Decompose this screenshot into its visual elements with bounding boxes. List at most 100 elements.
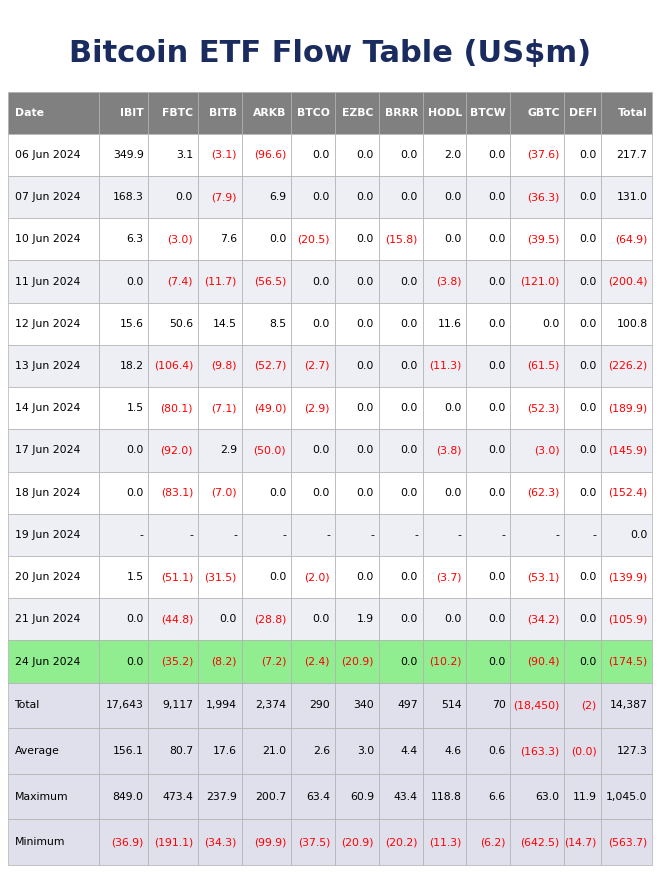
Text: (37.5): (37.5)	[298, 837, 330, 848]
Text: 2.6: 2.6	[313, 746, 330, 756]
Text: 514: 514	[441, 700, 462, 711]
Text: Date: Date	[15, 107, 44, 118]
Text: 0.0: 0.0	[444, 487, 462, 498]
Text: 237.9: 237.9	[206, 792, 237, 801]
Text: -: -	[414, 530, 418, 540]
Text: 0.0: 0.0	[488, 446, 506, 455]
Text: (50.0): (50.0)	[253, 446, 286, 455]
Text: 63.0: 63.0	[535, 792, 560, 801]
Text: 0.0: 0.0	[579, 446, 597, 455]
Text: (20.2): (20.2)	[385, 837, 418, 848]
Text: HODL: HODL	[428, 107, 462, 118]
Text: (9.8): (9.8)	[211, 361, 237, 371]
Text: FBTC: FBTC	[162, 107, 193, 118]
Text: 14,387: 14,387	[610, 700, 647, 711]
Text: (6.2): (6.2)	[480, 837, 506, 848]
Text: 17 Jun 2024: 17 Jun 2024	[15, 446, 80, 455]
Text: Total: Total	[15, 700, 40, 711]
Text: 11.6: 11.6	[438, 319, 462, 329]
Text: (10.2): (10.2)	[429, 657, 462, 666]
Text: (96.6): (96.6)	[254, 150, 286, 160]
Text: (34.2): (34.2)	[527, 614, 560, 624]
Text: 217.7: 217.7	[616, 150, 647, 160]
Text: Minimum: Minimum	[15, 837, 65, 848]
Text: (20.9): (20.9)	[341, 837, 374, 848]
Text: 0.0: 0.0	[401, 150, 418, 160]
Text: (20.5): (20.5)	[298, 235, 330, 244]
Text: 0.6: 0.6	[488, 746, 506, 756]
Text: 0.0: 0.0	[313, 614, 330, 624]
Text: (145.9): (145.9)	[609, 446, 647, 455]
Text: 1.9: 1.9	[357, 614, 374, 624]
Text: (83.1): (83.1)	[160, 487, 193, 498]
Text: -: -	[140, 530, 144, 540]
Text: 0.0: 0.0	[579, 403, 597, 413]
Text: 6.9: 6.9	[269, 192, 286, 202]
Text: 0.0: 0.0	[488, 150, 506, 160]
Text: 14.5: 14.5	[213, 319, 237, 329]
Text: -: -	[458, 530, 462, 540]
Text: DEFI: DEFI	[569, 107, 597, 118]
Text: 0.0: 0.0	[126, 276, 144, 287]
Text: 0.0: 0.0	[126, 487, 144, 498]
Text: 0.0: 0.0	[269, 487, 286, 498]
Text: 1.5: 1.5	[127, 572, 144, 582]
Text: 473.4: 473.4	[162, 792, 193, 801]
Text: 0.0: 0.0	[630, 530, 647, 540]
Text: (200.4): (200.4)	[608, 276, 647, 287]
Text: 168.3: 168.3	[113, 192, 144, 202]
Text: 127.3: 127.3	[616, 746, 647, 756]
Text: (3.1): (3.1)	[211, 150, 237, 160]
Text: 4.4: 4.4	[401, 746, 418, 756]
Text: (56.5): (56.5)	[254, 276, 286, 287]
Text: (105.9): (105.9)	[608, 614, 647, 624]
Text: -: -	[502, 530, 506, 540]
Text: (3.0): (3.0)	[534, 446, 560, 455]
Text: 3.1: 3.1	[176, 150, 193, 160]
Text: 21.0: 21.0	[262, 746, 286, 756]
Text: 0.0: 0.0	[401, 657, 418, 666]
Text: 18.2: 18.2	[119, 361, 144, 371]
Text: 0.0: 0.0	[401, 446, 418, 455]
Text: -: -	[370, 530, 374, 540]
Text: Bitcoin ETF Flow Table (US$m): Bitcoin ETF Flow Table (US$m)	[69, 39, 591, 68]
Text: 0.0: 0.0	[488, 276, 506, 287]
Text: 17,643: 17,643	[106, 700, 144, 711]
Text: (8.2): (8.2)	[211, 657, 237, 666]
Text: 12 Jun 2024: 12 Jun 2024	[15, 319, 80, 329]
Text: 0.0: 0.0	[401, 361, 418, 371]
Text: (44.8): (44.8)	[160, 614, 193, 624]
Text: 0.0: 0.0	[313, 192, 330, 202]
Text: (3.0): (3.0)	[168, 235, 193, 244]
Text: 0.0: 0.0	[313, 150, 330, 160]
Text: 100.8: 100.8	[616, 319, 647, 329]
Text: 0.0: 0.0	[579, 319, 597, 329]
Text: 0.0: 0.0	[313, 446, 330, 455]
Text: (563.7): (563.7)	[609, 837, 647, 848]
Text: 0.0: 0.0	[488, 614, 506, 624]
Text: EZBC: EZBC	[343, 107, 374, 118]
Text: (34.3): (34.3)	[205, 837, 237, 848]
Text: 0.0: 0.0	[444, 403, 462, 413]
Text: (52.3): (52.3)	[527, 403, 560, 413]
Text: (2.4): (2.4)	[305, 657, 330, 666]
Text: (7.2): (7.2)	[261, 657, 286, 666]
Text: 63.4: 63.4	[306, 792, 330, 801]
Text: (152.4): (152.4)	[609, 487, 647, 498]
Text: 50.6: 50.6	[169, 319, 193, 329]
Text: (52.7): (52.7)	[254, 361, 286, 371]
Text: 43.4: 43.4	[394, 792, 418, 801]
Text: 80.7: 80.7	[169, 746, 193, 756]
Text: 0.0: 0.0	[488, 235, 506, 244]
Text: 131.0: 131.0	[616, 192, 647, 202]
Text: 0.0: 0.0	[543, 319, 560, 329]
Text: 2,374: 2,374	[255, 700, 286, 711]
Text: BITB: BITB	[209, 107, 237, 118]
Text: 0.0: 0.0	[356, 403, 374, 413]
Text: 70: 70	[492, 700, 506, 711]
Text: 11.9: 11.9	[573, 792, 597, 801]
Text: 2.9: 2.9	[220, 446, 237, 455]
Text: 1.5: 1.5	[127, 403, 144, 413]
Text: Total: Total	[618, 107, 647, 118]
Text: 0.0: 0.0	[401, 192, 418, 202]
